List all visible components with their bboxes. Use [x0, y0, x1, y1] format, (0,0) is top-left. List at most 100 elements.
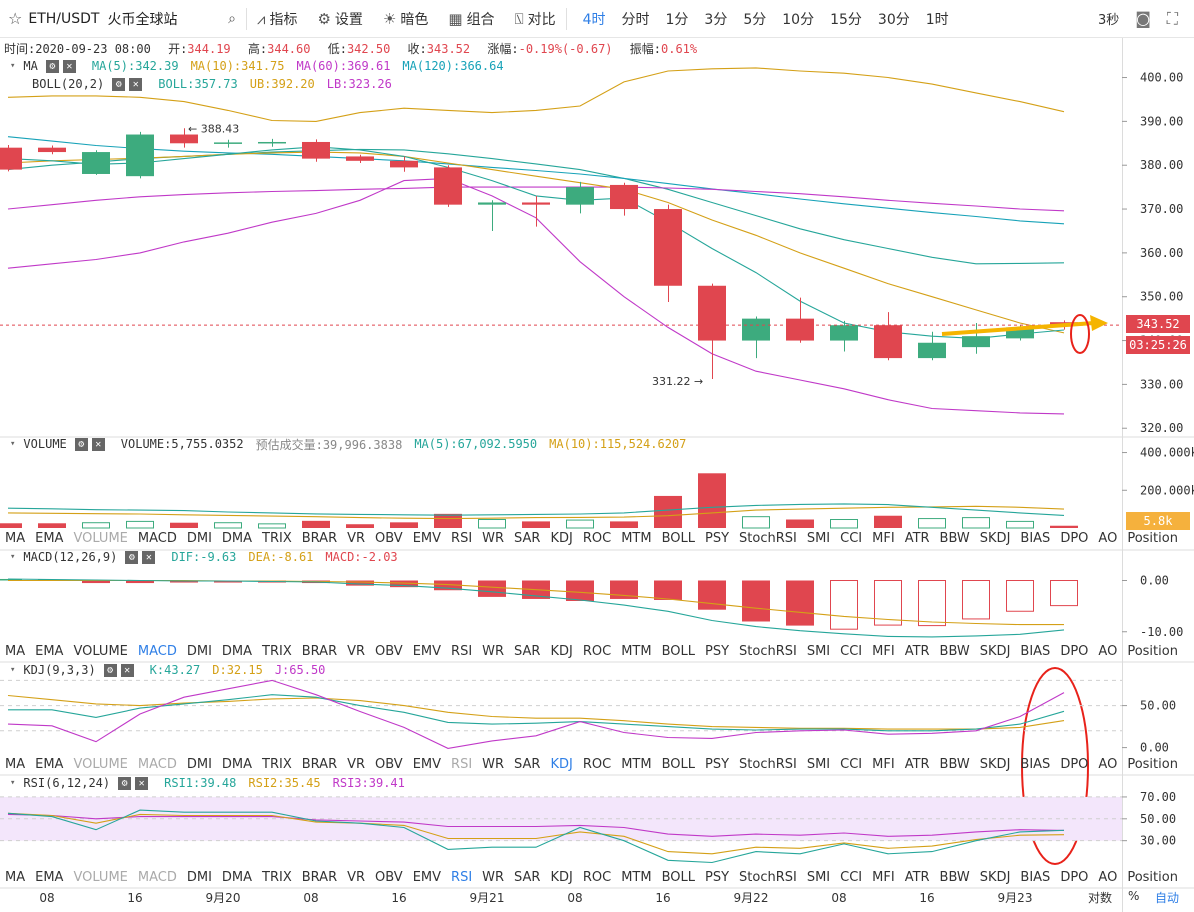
indicator-tab-boll[interactable]: BOLL [661, 530, 695, 546]
indicator-tab-obv[interactable]: OBV [375, 643, 403, 659]
indicator-tab-vr[interactable]: VR [347, 869, 366, 885]
indicator-tab-dma[interactable]: DMA [221, 530, 253, 546]
indicator-tab-stochrsi[interactable]: StochRSI [739, 756, 797, 772]
indicator-tab-sar[interactable]: SAR [514, 756, 541, 772]
settings-icon[interactable]: ⚙ [118, 776, 132, 790]
indicator-tab-vr[interactable]: VR [347, 756, 366, 772]
indicator-tab-brar[interactable]: BRAR [301, 643, 338, 659]
indicator-tab-mfi[interactable]: MFI [872, 530, 895, 546]
indicator-tab-dma[interactable]: DMA [221, 869, 253, 885]
timeframe-1m[interactable]: 1分 [665, 11, 689, 28]
indicator-tab-atr[interactable]: ATR [904, 643, 930, 659]
indicator-tab-brar[interactable]: BRAR [301, 530, 338, 546]
indicator-tab-mfi[interactable]: MFI [872, 643, 895, 659]
close-icon[interactable]: ✕ [62, 59, 76, 73]
indicator-tab-stochrsi[interactable]: StochRSI [739, 643, 797, 659]
indicator-tab-dmi[interactable]: DMI [186, 530, 212, 546]
indicator-tab-smi[interactable]: SMI [806, 530, 831, 546]
indicator-tab-dpo[interactable]: DPO [1060, 756, 1089, 772]
indicator-tab-position[interactable]: Position [1127, 756, 1178, 772]
indicator-tab-position[interactable]: Position [1127, 643, 1178, 659]
indicator-tab-roc[interactable]: ROC [582, 530, 612, 546]
indicator-tab-dpo[interactable]: DPO [1060, 643, 1089, 659]
indicator-tab-kdj[interactable]: KDJ [550, 643, 573, 659]
indicator-tab-emv[interactable]: EMV [412, 869, 442, 885]
indicator-tab-volume[interactable]: VOLUME [73, 756, 128, 772]
indicator-tab-cci[interactable]: CCI [840, 643, 863, 659]
close-icon[interactable]: ✕ [129, 77, 143, 91]
indicator-tab-vr[interactable]: VR [347, 643, 366, 659]
indicator-tab-wr[interactable]: WR [482, 869, 505, 885]
indicator-tab-bias[interactable]: BIAS [1020, 530, 1051, 546]
indicator-tab-psy[interactable]: PSY [704, 530, 730, 546]
indicator-tab-volume[interactable]: VOLUME [73, 643, 128, 659]
indicator-tab-boll[interactable]: BOLL [661, 643, 695, 659]
indicator-tab-dpo[interactable]: DPO [1060, 869, 1089, 885]
indicator-tab-dmi[interactable]: DMI [186, 869, 212, 885]
indicator-tab-emv[interactable]: EMV [412, 756, 442, 772]
indicator-tab-psy[interactable]: PSY [704, 869, 730, 885]
indicator-tab-volume[interactable]: VOLUME [73, 530, 128, 546]
indicator-tab-bbw[interactable]: BBW [939, 869, 970, 885]
indicator-tab-bias[interactable]: BIAS [1020, 643, 1051, 659]
timeframe-30m[interactable]: 30分 [877, 11, 910, 28]
indicator-tab-ma[interactable]: MA [5, 643, 26, 659]
indicator-button[interactable]: ⩘ 指标 [247, 9, 307, 29]
indicator-tab-mfi[interactable]: MFI [872, 869, 895, 885]
indicator-tab-ema[interactable]: EMA [35, 643, 64, 659]
indicator-tab-smi[interactable]: SMI [806, 643, 831, 659]
indicator-tab-mtm[interactable]: MTM [621, 756, 652, 772]
indicator-tab-mtm[interactable]: MTM [621, 869, 652, 885]
indicator-tab-psy[interactable]: PSY [704, 643, 730, 659]
indicator-tab-bias[interactable]: BIAS [1020, 869, 1051, 885]
indicator-tab-cci[interactable]: CCI [840, 869, 863, 885]
settings-icon[interactable]: ⚙ [112, 77, 126, 91]
timeframe-15m[interactable]: 15分 [830, 11, 862, 28]
compare-button[interactable]: ⍂ 对比 [505, 9, 566, 29]
indicator-tab-ma[interactable]: MA [5, 756, 26, 772]
indicator-tab-kdj[interactable]: KDJ [550, 756, 573, 772]
settings-icon[interactable]: ⚙ [45, 59, 59, 73]
indicator-tab-ema[interactable]: EMA [35, 530, 64, 546]
indicator-tab-dma[interactable]: DMA [221, 756, 253, 772]
timeframe-3m[interactable]: 3分 [704, 11, 728, 28]
close-icon[interactable]: ✕ [120, 663, 134, 677]
indicator-tab-skdj[interactable]: SKDJ [979, 643, 1011, 659]
chart-canvas[interactable]: 320.00330.00340.00350.00360.00370.00380.… [0, 38, 1194, 912]
star-icon[interactable]: ☆ [8, 9, 23, 28]
indicator-tab-ema[interactable]: EMA [35, 869, 64, 885]
indicator-tab-wr[interactable]: WR [482, 530, 505, 546]
indicator-tab-obv[interactable]: OBV [375, 756, 403, 772]
indicator-tab-dpo[interactable]: DPO [1060, 530, 1089, 546]
indicator-tab-ao[interactable]: AO [1098, 756, 1118, 772]
indicator-tab-trix[interactable]: TRIX [262, 530, 292, 546]
indicator-tab-smi[interactable]: SMI [806, 756, 831, 772]
indicator-tab-rsi[interactable]: RSI [451, 643, 473, 659]
indicator-tab-boll[interactable]: BOLL [661, 869, 695, 885]
indicator-tab-rsi[interactable]: RSI [451, 869, 473, 885]
close-icon[interactable]: ✕ [91, 437, 105, 451]
indicator-tab-cci[interactable]: CCI [840, 756, 863, 772]
indicator-tab-sar[interactable]: SAR [514, 530, 541, 546]
indicator-tab-position[interactable]: Position [1127, 869, 1178, 885]
indicator-tab-ao[interactable]: AO [1098, 530, 1118, 546]
indicator-tab-skdj[interactable]: SKDJ [979, 869, 1011, 885]
indicator-tab-rsi[interactable]: RSI [451, 530, 473, 546]
symbol-selector[interactable]: ☆ ETH/USDT 火币全球站 ⌕ [0, 9, 246, 29]
indicator-tab-skdj[interactable]: SKDJ [979, 530, 1011, 546]
indicator-tab-trix[interactable]: TRIX [262, 643, 292, 659]
fullscreen-icon[interactable]: ⛶ [1166, 8, 1178, 28]
indicator-tab-ao[interactable]: AO [1098, 869, 1118, 885]
collapse-icon[interactable]: ▾ [10, 439, 16, 449]
indicator-tab-macd[interactable]: MACD [137, 643, 177, 659]
indicator-tab-psy[interactable]: PSY [704, 756, 730, 772]
indicator-tab-volume[interactable]: VOLUME [73, 869, 128, 885]
indicator-tab-mtm[interactable]: MTM [621, 530, 652, 546]
timeframe-5m[interactable]: 5分 [743, 11, 767, 28]
indicator-tab-atr[interactable]: ATR [904, 530, 930, 546]
indicator-tab-atr[interactable]: ATR [904, 869, 930, 885]
indicator-tab-macd[interactable]: MACD [137, 869, 177, 885]
indicator-tab-stochrsi[interactable]: StochRSI [739, 530, 797, 546]
indicator-tab-boll[interactable]: BOLL [661, 756, 695, 772]
indicator-tab-ao[interactable]: AO [1098, 643, 1118, 659]
